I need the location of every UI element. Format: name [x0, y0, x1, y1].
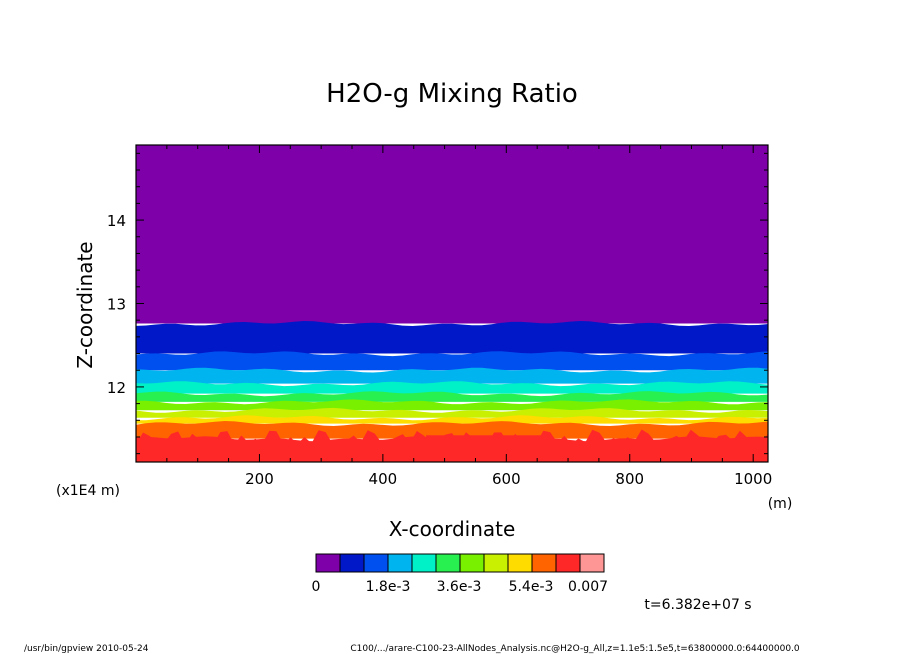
contour-band-8	[136, 415, 768, 424]
colorbar-swatch-10	[555, 553, 581, 573]
colorbar-swatch-9	[531, 553, 557, 573]
contour-band-1	[136, 321, 768, 354]
footer-data-source: C100/.../arare-C100-23-AllNodes_Analysis…	[350, 644, 800, 654]
footer-program-info: /usr/bin/gpview 2010-05-24	[24, 644, 149, 654]
x-tick-label: 1000	[734, 470, 772, 488]
time-label: t=6.382e+07 s	[644, 597, 751, 613]
contour-band-3	[136, 367, 768, 384]
colorbar-swatch-7	[483, 553, 509, 573]
colorbar-label: 1.8e-3	[366, 579, 411, 595]
colorbar-swatch-0	[315, 553, 341, 573]
colorbar-swatch-1	[339, 553, 365, 573]
x-tick-label: 800	[615, 470, 644, 488]
contour-band-7	[136, 407, 768, 418]
y-tick-label: 14	[107, 212, 126, 230]
colorbar-swatch-3	[387, 553, 413, 573]
colorbar-swatch-4	[411, 553, 437, 573]
contour-band-5	[136, 391, 768, 402]
colorbar-swatch-5	[435, 553, 461, 573]
y-axis-label: Z-coordinate	[73, 241, 97, 368]
contour-band-6	[136, 399, 768, 411]
colorbar-legend: 0 1.8e-3 3.6e-3 5.4e-3 0.007	[312, 553, 608, 595]
colorbar-label: 0	[312, 579, 321, 595]
y-unit-label: (x1E4 m)	[56, 483, 120, 499]
y-tick-label: 13	[107, 296, 126, 314]
contour-band-9	[136, 421, 768, 439]
contour-band-4	[136, 381, 768, 394]
x-tick-label: 200	[245, 470, 274, 488]
contour-band-0	[136, 145, 768, 324]
x-unit-label: (m)	[768, 496, 793, 512]
colorbar-swatch-11	[579, 553, 605, 573]
axes: 200 400 600 800 1000 12 13 14	[107, 144, 772, 488]
colorbar-swatch-6	[459, 553, 485, 573]
x-axis-label: X-coordinate	[389, 517, 516, 541]
y-tick-label: 12	[107, 379, 126, 397]
colorbar-label: 0.007	[568, 579, 608, 595]
plot-area	[136, 145, 768, 462]
colorbar-label: 3.6e-3	[437, 579, 482, 595]
colorbar-swatch-8	[507, 553, 533, 573]
contour-band-2	[136, 351, 768, 371]
chart-title: H2O-g Mixing Ratio	[326, 79, 578, 109]
colorbar-label: 5.4e-3	[509, 579, 554, 595]
x-tick-label: 400	[369, 470, 398, 488]
x-tick-label: 600	[492, 470, 521, 488]
contour-detail-block	[426, 435, 547, 462]
colorbar-swatch-2	[363, 553, 389, 573]
